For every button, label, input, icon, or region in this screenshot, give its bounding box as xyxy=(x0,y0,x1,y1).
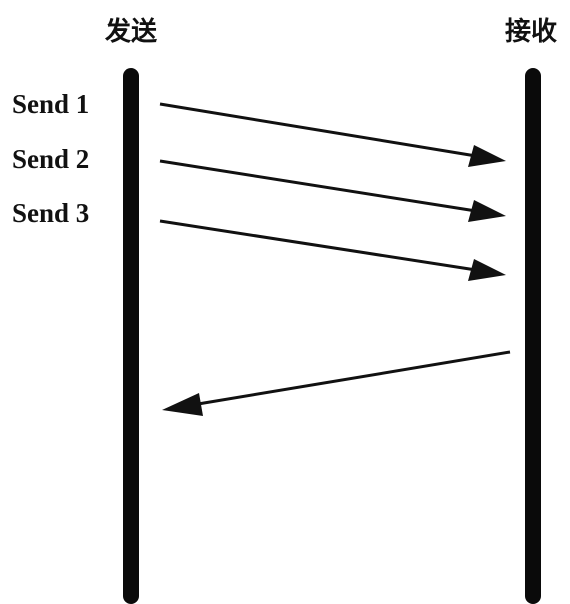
message-3-arrow xyxy=(159,219,506,281)
reply-arrow xyxy=(162,350,511,416)
message-2-arrow xyxy=(159,159,506,222)
message-1-arrow xyxy=(159,102,506,167)
sender-heading: 发送 xyxy=(104,16,157,47)
send-3-label: Send 3 xyxy=(12,198,89,228)
send-1-label: Send 1 xyxy=(12,89,89,119)
receiver-heading: 接收 xyxy=(505,17,557,47)
send-2-label: Send 2 xyxy=(12,144,89,174)
